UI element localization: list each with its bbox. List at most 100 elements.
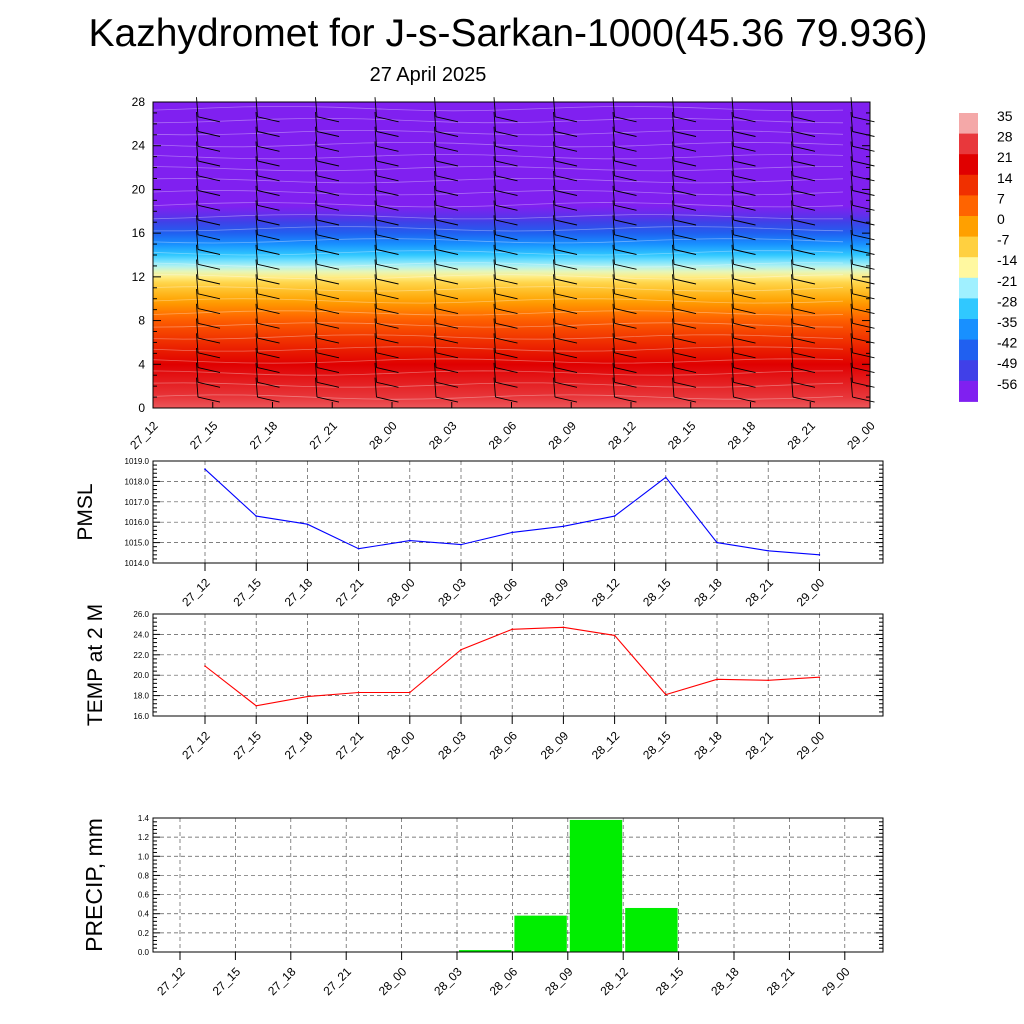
- wind-barb: [374, 259, 399, 285]
- y-ticks: [153, 460, 883, 564]
- y-tick-label: 0.4: [138, 910, 150, 919]
- wind-barb: [612, 244, 637, 270]
- wind-barb: [315, 347, 340, 374]
- wind-barb: [612, 333, 637, 359]
- wind-barb: [196, 362, 221, 388]
- wind-barb: [434, 126, 459, 152]
- wind-barb: [493, 215, 518, 241]
- wind-barb: [672, 288, 697, 315]
- wind-barb: [731, 126, 756, 152]
- wind-barb: [255, 333, 280, 359]
- wind-barb: [672, 111, 697, 137]
- wind-barb: [553, 215, 578, 241]
- heatmap-y-tick-label: 8: [138, 314, 145, 328]
- data-point: [409, 539, 411, 542]
- x-tick-label: 28_18: [691, 728, 725, 762]
- wind-barb: [434, 259, 459, 285]
- panel-frame: [152, 613, 884, 717]
- heatmap-y-tick-label: 0: [138, 401, 145, 415]
- wind-barb: [672, 318, 697, 344]
- data-point: [204, 468, 206, 470]
- heatmap-y-ticks: [152, 101, 871, 409]
- heatmap-x-tick-label: 27_21: [307, 418, 341, 452]
- colorbar-label: -56: [997, 376, 1017, 392]
- contour-line: [152, 190, 844, 196]
- wind-barb: [434, 347, 459, 374]
- colorbar-label: -14: [997, 252, 1017, 268]
- wind-barb: [374, 111, 399, 137]
- wind-barb: [493, 111, 518, 137]
- wind-barb: [612, 215, 637, 241]
- y-axis-label: TEMP at 2 M: [84, 604, 107, 726]
- wind-barb: [791, 259, 816, 285]
- y-axis-label: PRECIP, mm: [81, 818, 107, 952]
- wind-barb: [315, 170, 340, 196]
- wind-barb: [731, 185, 756, 211]
- precip-bar: [569, 819, 623, 952]
- wind-barb: [850, 229, 875, 255]
- data-point: [357, 547, 360, 550]
- y-axis-label: PMSL: [74, 483, 97, 540]
- x-tick-label: 28_12: [589, 575, 623, 609]
- x-tick-label: 28_18: [708, 964, 742, 998]
- heatmap-x-tick-label: 28_15: [665, 418, 699, 452]
- contour-line: [152, 274, 844, 280]
- wind-barb: [255, 347, 280, 374]
- wind-barb: [196, 318, 221, 344]
- heatmap-y-tick-label: 20: [132, 182, 146, 196]
- wind-barb: [553, 185, 578, 211]
- x-tick-label: 28_12: [597, 964, 631, 998]
- wind-barb: [493, 141, 518, 167]
- contour-line: [152, 105, 844, 112]
- heatmap-x-tick-label: 28_03: [426, 418, 460, 452]
- wind-barb: [493, 185, 518, 211]
- wind-barb: [791, 156, 816, 182]
- wind-barb: [493, 229, 518, 255]
- wind-barb: [731, 215, 756, 241]
- panel-pmsl: 1014.0 1015.0 1016.0 1017.0 1018.0 1019.0 27_1…: [74, 457, 884, 609]
- wind-barb: [315, 200, 340, 226]
- wind-barb: [672, 156, 697, 182]
- heatmap-x-tick-label: 29_00: [844, 418, 878, 452]
- wind-barb: [850, 362, 875, 388]
- wind-barb: [672, 347, 697, 374]
- wind-barb: [434, 97, 459, 123]
- heatmap-x-tick-label: 28_21: [785, 418, 819, 452]
- colorbar-label: 28: [997, 129, 1013, 145]
- wind-barb: [434, 200, 459, 226]
- y-tick-label: 0.2: [138, 929, 150, 938]
- y-tick-label: 20.0: [133, 671, 149, 680]
- colorbar-label: 7: [997, 190, 1005, 206]
- wind-barb: [612, 274, 637, 300]
- wind-barb: [434, 274, 459, 300]
- heatmap-y-tick-label: 24: [132, 139, 146, 153]
- colorbar-label: 21: [997, 149, 1013, 165]
- data-point: [409, 691, 411, 694]
- wind-barb: [196, 126, 221, 152]
- wind-barb: [850, 156, 875, 182]
- wind-barb: [791, 244, 816, 270]
- wind-barb: [434, 303, 459, 329]
- x-tick-label: 28_09: [542, 964, 576, 998]
- wind-barb: [731, 170, 756, 196]
- wind-barb: [255, 111, 280, 137]
- colorbar-label: -28: [997, 293, 1017, 309]
- colorbar-label: -21: [997, 273, 1017, 289]
- contour-line: [152, 394, 844, 400]
- y-tick-label: 1.0: [138, 852, 150, 861]
- wind-barb: [434, 333, 459, 359]
- colorbar-box: [959, 154, 978, 176]
- y-tick-label: 1017.0: [125, 498, 150, 507]
- wind-barb: [791, 362, 816, 388]
- wind-barb: [791, 200, 816, 226]
- heatmap-x-tick-label: 28_12: [605, 418, 639, 452]
- wind-barb: [315, 97, 340, 123]
- wind-barb: [196, 333, 221, 359]
- data-point: [204, 665, 206, 667]
- contour-line: [152, 358, 844, 364]
- wind-barb: [434, 170, 459, 196]
- contour-line: [152, 202, 844, 208]
- wind-barb: [612, 303, 637, 329]
- wind-barb: [731, 111, 756, 137]
